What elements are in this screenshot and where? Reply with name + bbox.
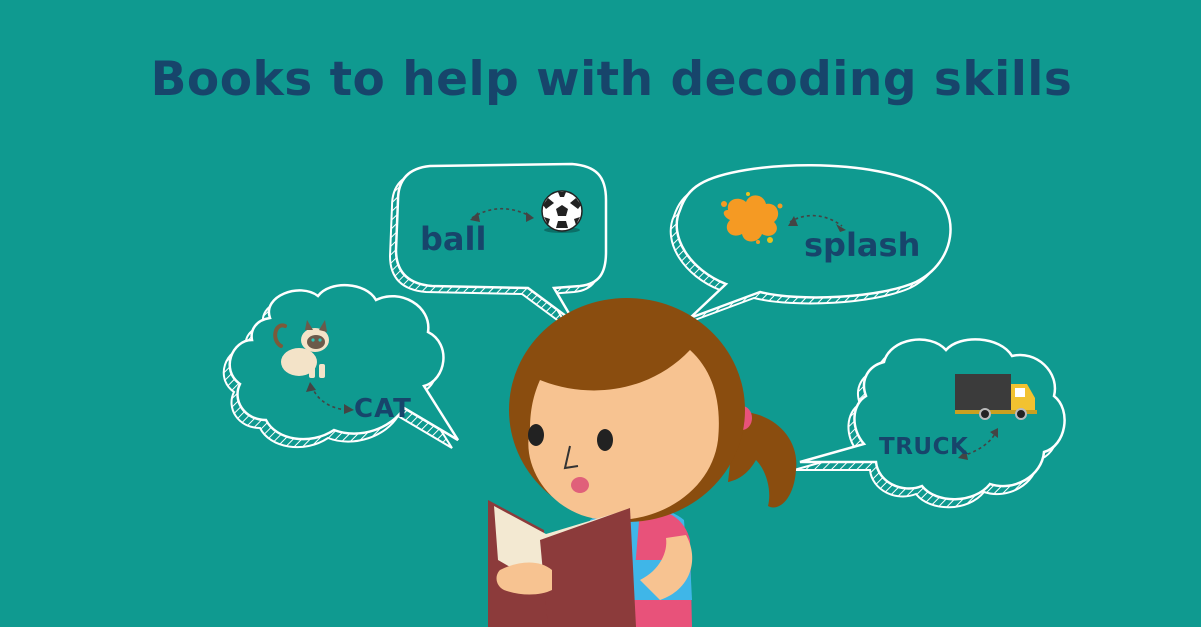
truck-icon [955,374,1037,420]
left-eye [528,424,544,446]
ponytail [728,411,797,508]
mouth [571,477,589,493]
orange-splash-icon [721,192,783,244]
nose [563,445,579,470]
dotted-arrow [471,207,531,219]
word-label-truck: TRUCK [879,434,969,460]
dotted-arrow [789,214,843,227]
word-label-splash: splash [804,226,921,264]
page-title: Books to help with decoding skills [150,52,1073,107]
girl-reading-illustration [488,298,797,627]
speech-bubble-cat [222,283,460,449]
arm [640,535,693,600]
soccer-ball-icon [541,190,583,233]
face [528,350,719,521]
word-label-cat: CAT [354,394,412,424]
speech-bubble-truck [793,338,1066,509]
hand [496,562,552,595]
right-eye [597,429,613,451]
cat-icon [273,320,329,378]
word-label-ball: ball [420,220,487,258]
